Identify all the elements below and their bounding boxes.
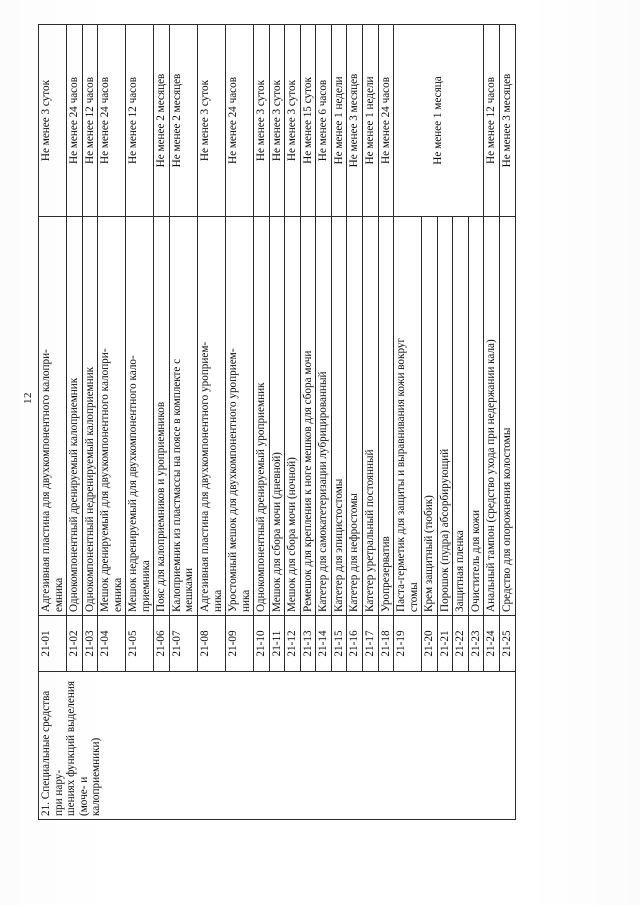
item-code-cell: 21-14: [315, 615, 332, 672]
item-code-cell: 21-01: [38, 615, 67, 672]
usage-term-cell: Не менее 1 недели: [331, 24, 347, 217]
item-name-cell: Катетер уретральный постоянный: [362, 216, 379, 616]
item-name-cell: Катетер для эпицистостомы: [331, 216, 347, 616]
group-label-cell: 21. Специальные средства при нару-шениях…: [38, 671, 515, 820]
usage-term-cell: Не менее 12 часов: [125, 24, 154, 217]
item-code-cell: 21-23: [468, 615, 484, 672]
item-code-cell: 21-17: [362, 615, 379, 672]
item-code-cell: 21-22: [452, 615, 469, 672]
item-name-cell: Пояс для калоприемников и уроприемников: [153, 216, 170, 616]
item-name-cell: Очиститель для кожи: [468, 216, 484, 616]
item-name-cell: Уростомный мешок для двухкомпонентного у…: [225, 216, 254, 616]
item-code-cell: 21-18: [378, 615, 394, 672]
usage-term-cell: Не менее 1 месяца: [393, 24, 484, 217]
item-name-cell: Уропрезерватив: [378, 216, 394, 616]
item-name-cell: Анальный тампон (средство ухода при неде…: [483, 216, 500, 616]
item-name-cell: Средство для опорожнения колостомы: [499, 216, 515, 616]
usage-term-cell: Не менее 3 суток: [269, 24, 285, 217]
item-code-cell: 21-24: [483, 615, 500, 672]
page-number: 12: [22, 392, 34, 404]
rotated-table-inner: 21. Специальные средства при нару-шениях…: [38, 24, 555, 820]
item-name-cell: Катетер для самокатетеризации лубрициров…: [315, 216, 332, 616]
table-body: 21. Специальные средства при нару-шениях…: [38, 24, 515, 820]
assistive-devices-table: 21. Специальные средства при нару-шениях…: [38, 24, 516, 820]
item-code-cell: 21-03: [82, 615, 98, 672]
item-code-cell: 21-16: [346, 615, 363, 672]
item-code-cell: 21-09: [225, 615, 254, 672]
usage-term-cell: Не менее 6 часов: [315, 24, 332, 217]
item-name-cell: Мешок дренируемый для двухкомпонентного …: [97, 216, 126, 616]
item-code-cell: 21-04: [97, 615, 126, 672]
item-code-cell: 21-13: [300, 615, 316, 672]
usage-term-cell: Не менее 24 часов: [97, 24, 126, 217]
item-name-cell: Однокомпонентный недренируемый калоприем…: [82, 216, 98, 616]
item-code-cell: 21-21: [437, 615, 453, 672]
item-code-cell: 21-06: [153, 615, 170, 672]
usage-term-cell: Не менее 15 суток: [300, 24, 316, 217]
item-name-cell: Мешок для сбора мочи (дневной): [269, 216, 285, 616]
item-name-cell: Однокомпонентный дренируемый уроприемник: [253, 216, 270, 616]
item-name-cell: Калоприемник из пластмассы на поясе в ко…: [169, 216, 198, 616]
item-name-cell: Паста-герметик для защиты и выравнивания…: [393, 216, 422, 616]
item-code-cell: 21-02: [66, 615, 83, 672]
item-code-cell: 21-11: [269, 615, 285, 672]
usage-term-cell: Не менее 24 часов: [66, 24, 83, 217]
usage-term-cell: Не менее 3 суток: [38, 24, 67, 217]
item-code-cell: 21-19: [393, 615, 422, 672]
usage-term-cell: Не менее 3 месяцев: [346, 24, 363, 217]
item-name-cell: Крем защитный (тюбик): [421, 216, 438, 616]
item-name-cell: Мешок недренируемый для двухкомпонентног…: [125, 216, 154, 616]
usage-term-cell: Не менее 12 часов: [483, 24, 500, 217]
item-name-cell: Адгезивная пластина для двухкомпонентног…: [197, 216, 226, 616]
usage-term-cell: Не менее 12 часов: [82, 24, 98, 217]
usage-term-cell: Не менее 3 месяцев: [499, 24, 515, 217]
item-name-cell: Адгезивная пластина для двухкомпонентног…: [38, 216, 67, 616]
usage-term-cell: Не менее 2 месяцев: [169, 24, 198, 217]
item-name-cell: Ремешок для крепления к ноге мешков для …: [300, 216, 316, 616]
item-code-cell: 21-15: [331, 615, 347, 672]
table-row: 21. Специальные средства при нару-шениях…: [38, 24, 515, 820]
item-name-cell: Однокомпонентный дренируемый калоприемни…: [66, 216, 83, 616]
item-code-cell: 21-25: [499, 615, 515, 672]
item-code-cell: 21-10: [253, 615, 270, 672]
item-name-cell: Мешок для сбора мочи (ночной): [284, 216, 301, 616]
usage-term-cell: Не менее 1 недели: [362, 24, 379, 217]
rotated-table-wrapper: 21. Специальные средства при нару-шениях…: [38, 24, 555, 820]
item-code-cell: 21-20: [421, 615, 438, 672]
usage-term-cell: Не менее 3 суток: [197, 24, 226, 217]
usage-term-cell: Не менее 24 часов: [225, 24, 254, 217]
usage-term-cell: Не менее 24 часов: [378, 24, 394, 217]
item-code-cell: 21-05: [125, 615, 154, 672]
item-code-cell: 21-12: [284, 615, 301, 672]
item-name-cell: Защитная пленка: [452, 216, 469, 616]
item-code-cell: 21-08: [197, 615, 226, 672]
item-code-cell: 21-07: [169, 615, 198, 672]
item-name-cell: Порошок (пудра) абсорбирующий: [437, 216, 453, 616]
usage-term-cell: Не менее 3 суток: [284, 24, 301, 217]
usage-term-cell: Не менее 2 месяцев: [153, 24, 170, 217]
item-name-cell: Катетер для нефростомы: [346, 216, 363, 616]
usage-term-cell: Не менее 3 суток: [253, 24, 270, 217]
